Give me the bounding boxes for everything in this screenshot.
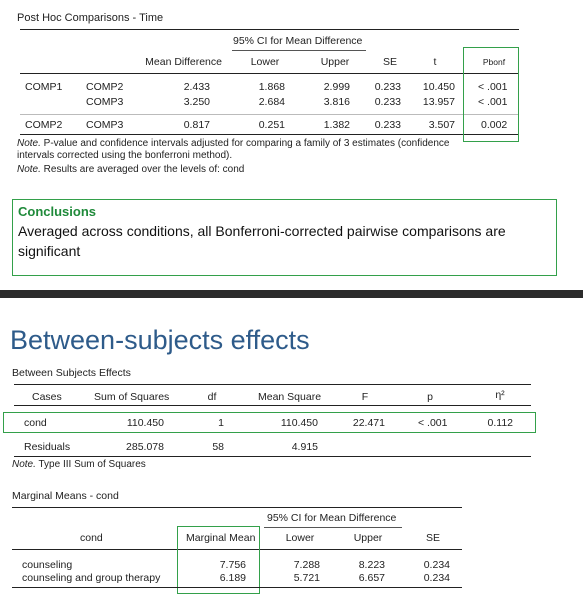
between-row-cond-f: 22.471 — [352, 417, 385, 429]
posthoc-row3-lower: 0.251 — [258, 119, 285, 131]
marginal-header-mm: Marginal Mean — [186, 532, 256, 544]
marginal-row1-lower: 7.288 — [293, 559, 320, 571]
between-title: Between Subjects Effects — [12, 367, 131, 379]
marginal-row2-upper: 6.657 — [358, 572, 385, 584]
marginal-ci-header: 95% CI for Mean Difference — [267, 512, 397, 524]
between-row-cond-ss: 110.450 — [126, 417, 164, 429]
between-header-f: F — [361, 391, 369, 403]
conclusions-box: Conclusions Averaged across conditions, … — [12, 199, 557, 276]
posthoc-header-pbonf: Pbonf — [482, 57, 506, 67]
posthoc-row1-lower: 1.868 — [258, 81, 285, 93]
posthoc-row3-comp-a: COMP2 — [25, 119, 63, 131]
posthoc-row3-t: 3.507 — [428, 119, 455, 131]
posthoc-row3-mean-diff: 0.817 — [183, 119, 210, 131]
marginal-header-cond: cond — [80, 532, 103, 544]
posthoc-title: Post Hoc Comparisons - Time — [17, 12, 164, 24]
marginal-ci-rule — [264, 527, 402, 528]
posthoc-row2-lower: 2.684 — [258, 96, 285, 108]
marginal-title: Marginal Means - cond — [12, 490, 119, 502]
conclusions-text: Averaged across conditions, all Bonferro… — [18, 223, 506, 259]
marginal-row1-upper: 8.223 — [358, 559, 385, 571]
posthoc-row1-comp-a: COMP1 — [25, 81, 63, 93]
marginal-header-upper: Upper — [353, 532, 383, 544]
posthoc-header-upper: Upper — [320, 56, 350, 68]
marginal-mean-highlight-box — [177, 526, 260, 594]
posthoc-header-se: SE — [382, 56, 397, 68]
marginal-header-lower: Lower — [285, 532, 315, 544]
between-row-residuals-ss: 285.078 — [126, 441, 164, 453]
section-divider — [0, 290, 583, 298]
posthoc-header-rule — [20, 73, 519, 74]
cond-row-highlight-box — [3, 412, 536, 433]
between-header-cases: Cases — [32, 391, 62, 403]
between-header-rule — [14, 405, 531, 406]
between-note: Note. Type III Sum of Squares — [12, 459, 146, 470]
pbonf-highlight-box — [463, 47, 519, 142]
posthoc-ci-header: 95% CI for Mean Difference — [233, 35, 363, 47]
marginal-row2-mm: 6.189 — [219, 572, 246, 584]
posthoc-ci-rule — [232, 50, 366, 51]
posthoc-header-t: t — [433, 56, 437, 68]
conclusions-heading: Conclusions — [18, 204, 97, 219]
marginal-bottom-rule — [12, 587, 462, 588]
posthoc-row3-comp-b: COMP3 — [86, 119, 124, 131]
posthoc-note-adjusted: Note. P-value and confidence intervals a… — [17, 138, 450, 161]
posthoc-bottom-rule — [20, 134, 519, 135]
between-row-residuals-ms: 4.915 — [291, 441, 318, 453]
between-header-eta: η² — [495, 389, 505, 401]
between-row-cond-eta: 0.112 — [487, 417, 514, 429]
marginal-row1-cond: counseling — [22, 559, 73, 571]
posthoc-row3-se: 0.233 — [374, 119, 401, 131]
posthoc-row2-p: < .001 — [478, 96, 508, 108]
between-row-cond-label: cond — [24, 417, 47, 429]
posthoc-row2-comp-b: COMP3 — [86, 96, 124, 108]
between-bottom-rule — [14, 456, 531, 457]
marginal-header-se: SE — [425, 532, 440, 544]
marginal-row1-mm: 7.756 — [219, 559, 246, 571]
posthoc-row1-se: 0.233 — [374, 81, 401, 93]
posthoc-row1-comp-b: COMP2 — [86, 81, 124, 93]
between-header-ms: Mean Square — [258, 391, 322, 403]
posthoc-row2-upper: 3.816 — [323, 96, 350, 108]
posthoc-row1-upper: 2.999 — [323, 81, 350, 93]
between-row-residuals-label: Residuals — [24, 441, 71, 453]
posthoc-row2-t: 13.957 — [422, 96, 455, 108]
between-row-cond-ms: 110.450 — [280, 417, 318, 429]
between-row-residuals-df: 58 — [212, 441, 224, 453]
marginal-row2-se: 0.234 — [423, 572, 450, 584]
section-heading: Between-subjects effects — [10, 325, 310, 355]
between-header-df: df — [207, 391, 217, 403]
marginal-row2-cond: counseling and group therapy — [22, 572, 161, 584]
posthoc-row2-mean-diff: 3.250 — [183, 96, 210, 108]
posthoc-row3-p: 0.002 — [481, 119, 508, 131]
posthoc-note-averaged: Note. Results are averaged over the leve… — [17, 164, 245, 175]
marginal-top-rule — [12, 507, 462, 508]
posthoc-header-mean-diff: Mean Difference — [145, 56, 222, 68]
between-top-rule — [14, 384, 531, 385]
marginal-header-rule — [12, 549, 462, 550]
posthoc-row1-p: < .001 — [478, 81, 508, 93]
posthoc-row1-t: 10.450 — [422, 81, 455, 93]
between-header-p: p — [427, 391, 433, 403]
marginal-row2-lower: 5.721 — [293, 572, 320, 584]
posthoc-row2-se: 0.233 — [374, 96, 401, 108]
marginal-row1-se: 0.234 — [423, 559, 450, 571]
between-header-ss: Sum of Squares — [94, 391, 170, 403]
posthoc-group-rule — [20, 114, 519, 115]
between-row-cond-df: 1 — [218, 417, 224, 429]
between-row-cond-p: < .001 — [418, 417, 448, 429]
posthoc-header-lower: Lower — [250, 56, 280, 68]
posthoc-row1-mean-diff: 2.433 — [183, 81, 210, 93]
posthoc-row3-upper: 1.382 — [323, 119, 350, 131]
posthoc-top-rule — [20, 29, 519, 30]
